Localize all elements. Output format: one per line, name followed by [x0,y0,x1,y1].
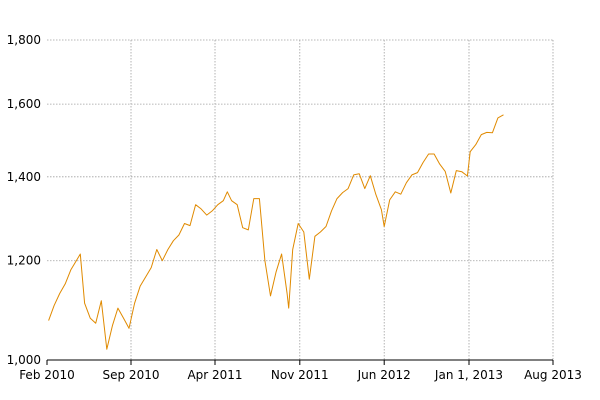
x-tick-label: Feb 2010 [19,368,75,382]
horizontal-gridlines [47,39,553,262]
x-tick-label: Aug 2013 [524,368,582,382]
y-tick-label: 1,400 [7,170,41,184]
y-axis-tick-labels: 1,000 1,200 1,400 1,600 1,800 [7,33,41,367]
series-group [48,114,504,350]
y-tick-label: 1,600 [7,97,41,111]
x-tick-label: Sep 2010 [103,368,160,382]
y-tick-label: 1,800 [7,33,41,47]
x-axis-ticks [46,360,554,365]
y-tick-label: 1,200 [7,254,41,268]
vertical-gridlines [130,40,554,360]
x-tick-label: Nov 2011 [271,368,329,382]
x-axis-tick-labels: Feb 2010 Sep 2010 Apr 2011 Nov 2011 Jun 2012… [19,368,582,382]
x-tick-label: Jun 2012 [357,368,411,382]
series-line-0 [48,114,504,350]
x-tick-label: Apr 2011 [187,368,242,382]
y-tick-label: 1,000 [7,353,41,367]
x-tick-label: Jan 1, 2013 [434,368,503,382]
